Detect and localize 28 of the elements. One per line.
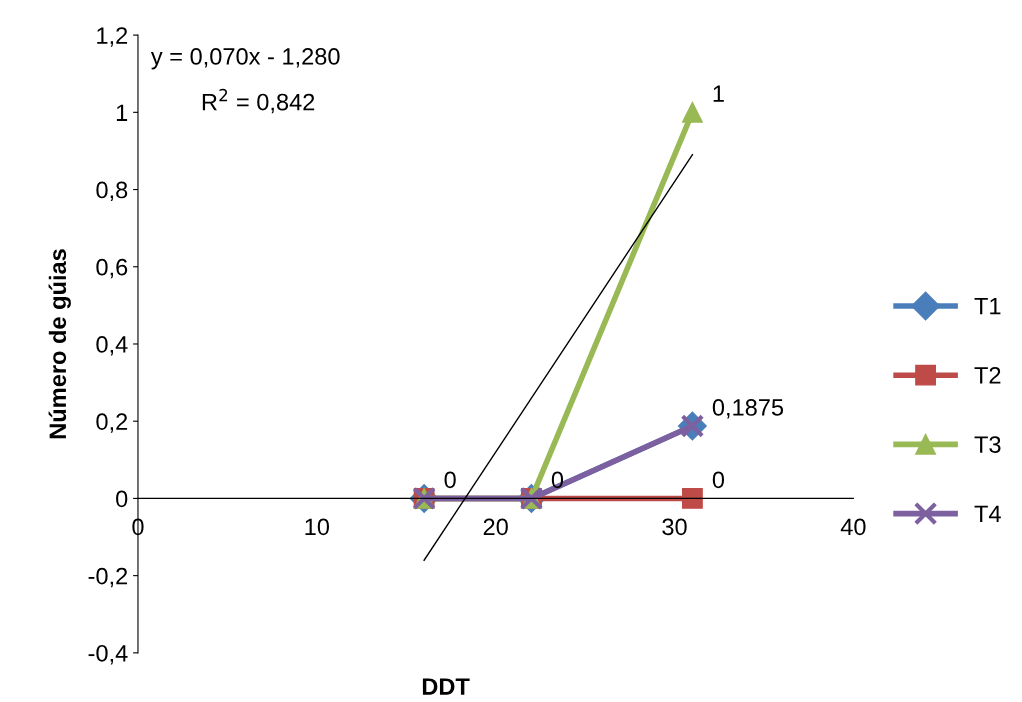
legend-label: T2 (974, 366, 1001, 384)
annotation: y = 0,070x - 1,280 (150, 48, 340, 70)
point (681, 488, 703, 509)
y-tick-label: 0,6 (96, 258, 128, 279)
x-axis-title: DDT (422, 678, 470, 695)
annotation: R$^{2}$ = 0,842 (202, 88, 315, 114)
legend-label: T1 (974, 297, 1001, 315)
data-label: 0,1875 (712, 399, 784, 419)
y-tick-label: -0,4 (88, 644, 128, 665)
y-tick-label: 0 (116, 490, 128, 508)
y-axis-title: Número de gúias (48, 249, 71, 439)
x-tick-label: 10 (305, 518, 330, 536)
x-tick-label: 40 (840, 518, 866, 536)
data-label: 0 (444, 471, 456, 489)
y-tick-label: 1,2 (97, 27, 128, 47)
y-tick-label: -0,2 (88, 567, 128, 588)
legend-label: T3 (974, 436, 1001, 453)
y-tick-label: 0,2 (96, 413, 128, 433)
y-tick-label: 0,4 (96, 336, 128, 356)
data-label: 0 (551, 471, 564, 489)
legend-label: T4 (974, 505, 1001, 522)
data-label: 1 (713, 85, 724, 102)
x-tick-label: 30 (662, 518, 687, 536)
y-tick-label: 1 (116, 104, 128, 121)
point (681, 101, 703, 123)
y-tick-label: 0,8 (96, 181, 128, 202)
x-tick-label: 20 (483, 518, 508, 536)
data-label: 0 (712, 471, 725, 489)
